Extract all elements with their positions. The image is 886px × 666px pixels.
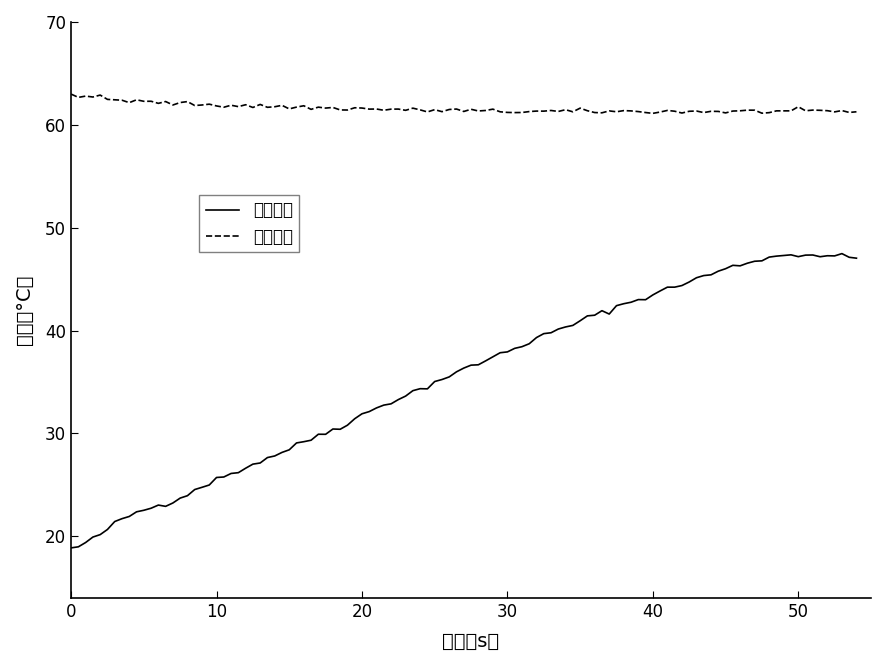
冷端温度 [66, 544, 76, 552]
冷端温度 [494, 349, 505, 357]
冷端温度 [284, 446, 294, 454]
Line: 冷端温度: 冷端温度 [71, 254, 857, 548]
热端温度 [494, 108, 505, 116]
热端温度 [582, 107, 593, 115]
Legend: 冷端温度, 热端温度: 冷端温度, 热端温度 [199, 194, 299, 252]
X-axis label: 时间（s）: 时间（s） [442, 632, 500, 651]
冷端温度 [582, 312, 593, 320]
冷端温度 [836, 250, 847, 258]
热端温度 [284, 105, 294, 113]
热端温度 [648, 109, 658, 117]
热端温度 [487, 105, 498, 113]
热端温度 [328, 103, 338, 111]
热端温度 [66, 90, 76, 98]
热端温度 [851, 108, 862, 116]
Line: 热端温度: 热端温度 [71, 94, 857, 113]
冷端温度 [487, 353, 498, 361]
热端温度 [124, 99, 135, 107]
冷端温度 [124, 512, 135, 520]
冷端温度 [328, 425, 338, 433]
冷端温度 [851, 254, 862, 262]
Y-axis label: 温度（°C）: 温度（°C） [15, 275, 34, 345]
